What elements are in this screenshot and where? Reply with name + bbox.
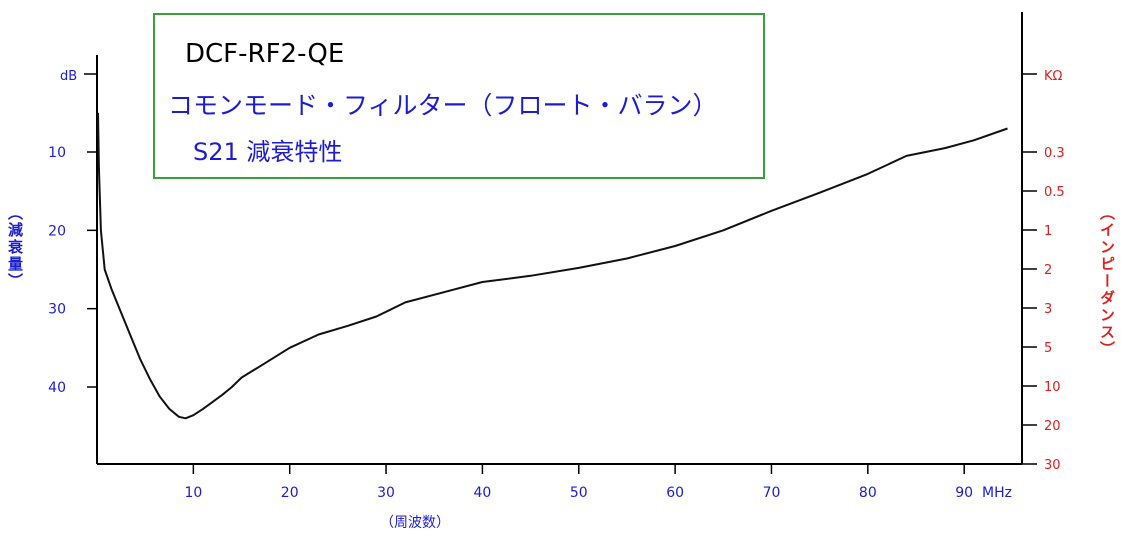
curve-layer bbox=[97, 112, 1008, 420]
x-tick-label: 80 bbox=[859, 485, 877, 501]
x-tick-label: 20 bbox=[281, 485, 299, 501]
y-right-tick-label: 1 bbox=[1044, 224, 1052, 239]
x-tick-label: 30 bbox=[377, 485, 395, 501]
x-tick-label: 70 bbox=[763, 485, 781, 501]
y-right-tick-label: 0.3 bbox=[1044, 146, 1065, 161]
title-box bbox=[153, 13, 765, 179]
ticks-layer: 10 20 30 40 50 60 70 80 90 10 20 30 40 0.3 0.5 1 2 3 5 10 20… bbox=[48, 145, 1065, 501]
chart-title: DCF-RF2-QE bbox=[185, 39, 344, 69]
y-left-tick-label: 10 bbox=[48, 145, 66, 161]
y-left-tick-label: 20 bbox=[48, 223, 66, 239]
x-axis-title: （周波数） bbox=[380, 515, 450, 531]
y-right-axis-title: （インピーダンス） bbox=[1098, 205, 1116, 358]
y-right-unit-label: KΩ bbox=[1044, 69, 1063, 84]
x-unit-label: MHz bbox=[982, 485, 1012, 501]
y-right-tick-label: 3 bbox=[1044, 302, 1052, 317]
y-right-tick-label: 30 bbox=[1044, 458, 1061, 473]
x-tick-label: 40 bbox=[474, 485, 492, 501]
x-tick-label: 10 bbox=[184, 485, 202, 501]
y-left-tick-label: 30 bbox=[48, 302, 66, 318]
x-tick-label: 60 bbox=[666, 485, 684, 501]
chart-subtitle-line1: コモンモード・フィルター（フロート・バラン） bbox=[168, 91, 718, 120]
y-right-tick-label: 5 bbox=[1044, 341, 1052, 356]
y-right-tick-label: 0.5 bbox=[1044, 185, 1065, 200]
y-left-axis-title: （減衰量） bbox=[6, 205, 24, 290]
series-line bbox=[97, 112, 1008, 420]
y-right-tick-label: 20 bbox=[1044, 419, 1061, 434]
x-tick-label: 90 bbox=[955, 485, 973, 501]
y-left-unit-label: dB bbox=[60, 69, 77, 84]
y-left-tick-label: 40 bbox=[48, 380, 66, 396]
y-right-tick-label: 2 bbox=[1044, 263, 1052, 278]
x-tick-label: 50 bbox=[570, 485, 588, 501]
y-right-tick-label: 10 bbox=[1044, 380, 1061, 395]
chart-subtitle-line2: S21 減衰特性 bbox=[193, 138, 342, 166]
